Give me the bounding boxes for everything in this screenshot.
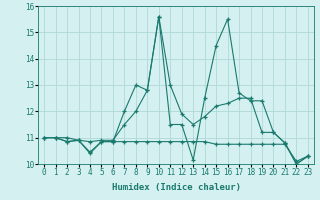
X-axis label: Humidex (Indice chaleur): Humidex (Indice chaleur) [111,183,241,192]
